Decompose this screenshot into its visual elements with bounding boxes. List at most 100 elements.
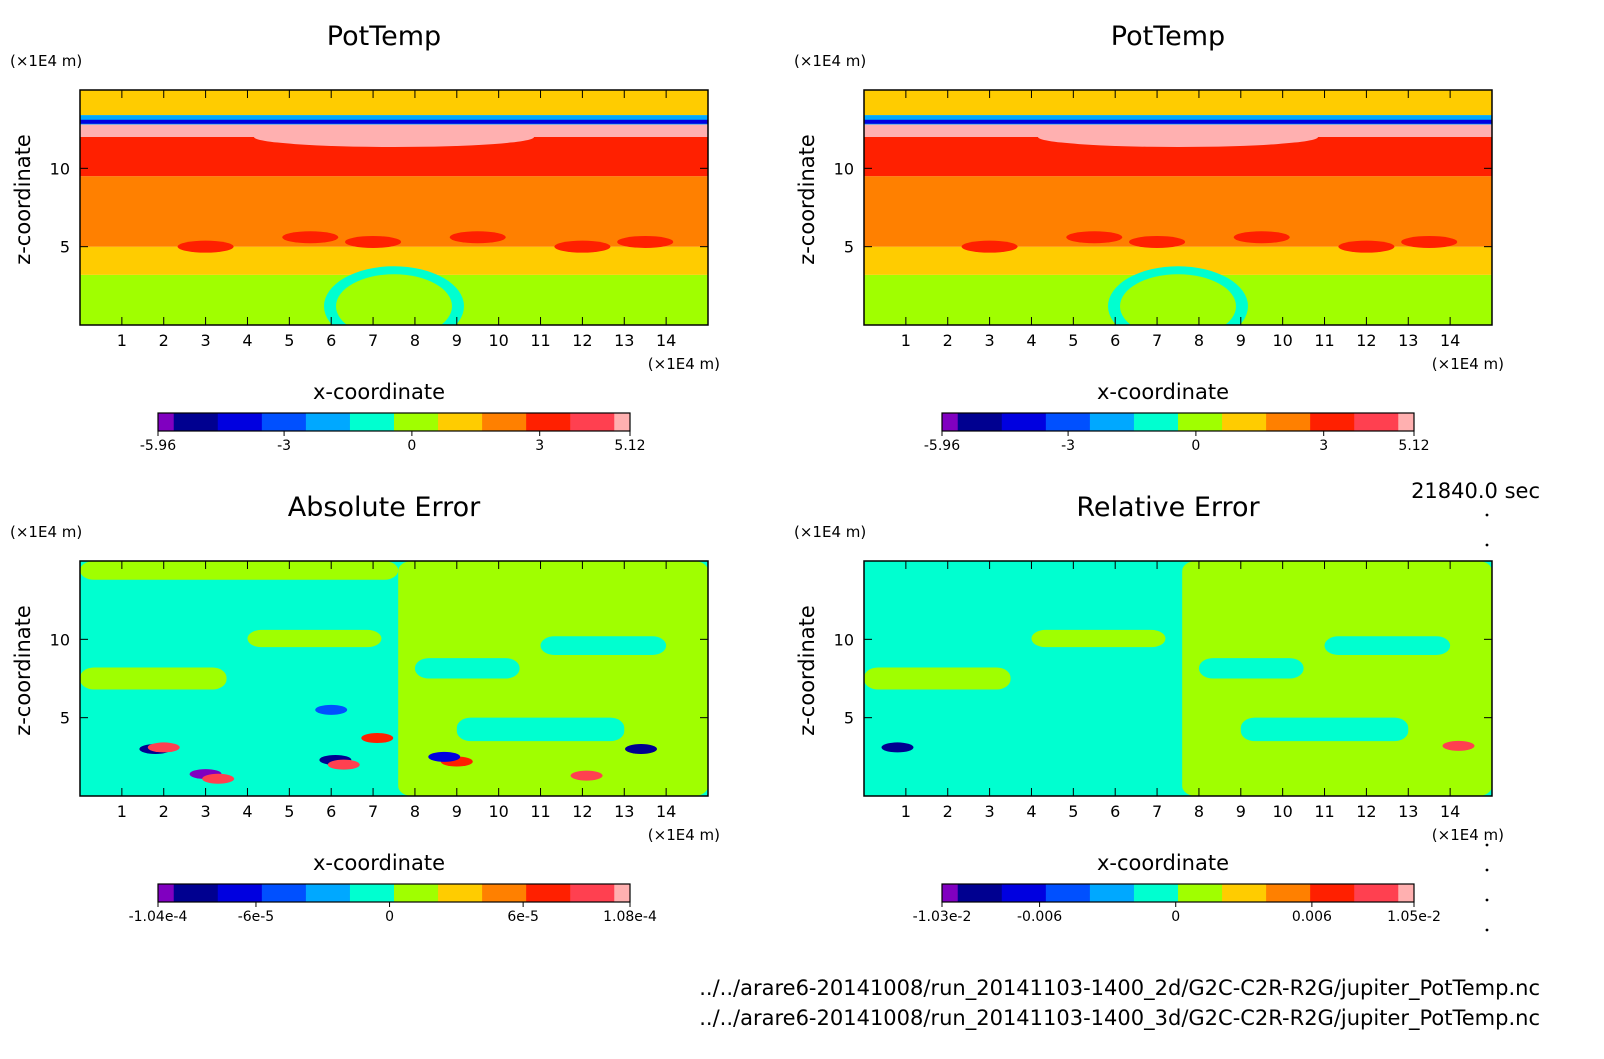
- colorbar-swatch: [482, 884, 527, 902]
- colorbar-swatch: [1310, 413, 1355, 431]
- z-unit-label: (×1E4 m): [794, 52, 866, 70]
- cold-dome-core: [336, 274, 452, 325]
- x-tick-label: 1: [901, 331, 911, 350]
- colorbar-swatch: [217, 413, 263, 431]
- warm-blob: [177, 240, 234, 253]
- x-tick-label: 13: [614, 331, 634, 350]
- x-unit-label: (×1E4 m): [648, 826, 720, 844]
- x-tick-label: 2: [159, 331, 169, 350]
- colorbar-swatch: [1398, 413, 1415, 431]
- margin-dot: [1485, 928, 1489, 932]
- colorbar-label: -3: [1061, 438, 1075, 454]
- cold-line: [80, 119, 708, 124]
- x-tick-label: 12: [1356, 331, 1376, 350]
- colorbar-swatch: [570, 884, 615, 902]
- field-band: [80, 90, 708, 116]
- x-tick-label: 11: [1314, 802, 1334, 821]
- x-tick-label: 3: [985, 331, 995, 350]
- field-region: [247, 629, 382, 648]
- x-tick-label: 5: [284, 331, 294, 350]
- colorbar-swatch: [1310, 884, 1355, 902]
- error-spot: [625, 744, 658, 754]
- x-tick-label: 9: [1236, 802, 1246, 821]
- colorbar-label: -0.006: [1017, 909, 1062, 925]
- colorbar-label: 1.05e-2: [1387, 909, 1441, 925]
- error-spot: [202, 773, 235, 784]
- x-tick-label: 4: [1026, 331, 1036, 350]
- x-tick-label: 3: [201, 802, 211, 821]
- file-path-2d: ../../arare6-20141008/run_20141103-1400_…: [699, 976, 1540, 1001]
- colorbar-swatch: [349, 413, 395, 431]
- colorbar-label: 0: [385, 909, 394, 925]
- colorbar-frame: [157, 883, 631, 903]
- warm-blob: [961, 240, 1018, 253]
- x-axis-label: x-coordinate: [313, 380, 445, 404]
- colorbar-swatch: [1266, 413, 1311, 431]
- x-axis-label: x-coordinate: [1097, 851, 1229, 875]
- error-spot: [147, 742, 180, 753]
- x-tick-label: 7: [368, 331, 378, 350]
- error-spot: [570, 770, 603, 781]
- y-tick-label: 10: [834, 630, 854, 649]
- colorbar-swatch: [1354, 884, 1399, 902]
- x-tick-label: 6: [1110, 802, 1120, 821]
- time-stamp: 21840.0 sec: [1411, 479, 1540, 503]
- margin-dot: [1485, 898, 1489, 902]
- colorbar-swatch: [173, 413, 219, 431]
- field-region: [1198, 658, 1304, 679]
- colorbar-label: -6e-5: [238, 909, 275, 925]
- colorbar-swatch: [305, 884, 351, 902]
- panel-title: PotTemp: [327, 21, 441, 52]
- x-tick-label: 3: [201, 331, 211, 350]
- error-spot: [361, 733, 394, 744]
- x-tick-label: 1: [117, 802, 127, 821]
- field-band: [864, 90, 1492, 116]
- margin-dot: [1485, 543, 1489, 547]
- plot-area: [80, 90, 708, 325]
- colorbar-label: 5.12: [614, 438, 645, 454]
- warm-core: [1038, 127, 1318, 147]
- colorbar-label: 5.12: [1398, 438, 1429, 454]
- colorbar-label: -3: [277, 438, 291, 454]
- field-region: [80, 667, 227, 690]
- x-axis-label: x-coordinate: [313, 851, 445, 875]
- x-tick-label: 10: [488, 802, 508, 821]
- y-tick-label: 10: [834, 159, 854, 178]
- z-unit-label: (×1E4 m): [10, 52, 82, 70]
- error-spot: [428, 751, 461, 762]
- colorbar-swatch: [1089, 884, 1135, 902]
- plot-area: [80, 561, 708, 796]
- x-tick-label: 7: [1152, 802, 1162, 821]
- x-tick-label: 8: [1194, 802, 1204, 821]
- y-tick-label: 5: [844, 709, 854, 728]
- colorbar-label: 3: [1319, 438, 1328, 454]
- colorbar-swatch: [1222, 884, 1267, 902]
- colorbar-label: 6e-5: [507, 909, 538, 925]
- colorbar-swatch: [349, 884, 395, 902]
- x-unit-label: (×1E4 m): [648, 355, 720, 373]
- y-axis-label: z-coordinate: [795, 134, 819, 265]
- colorbar-label: 0: [1171, 909, 1180, 925]
- colorbar-swatch: [158, 413, 175, 431]
- x-tick-label: 13: [1398, 802, 1418, 821]
- colorbar-label: 0: [407, 438, 416, 454]
- x-tick-label: 9: [1236, 331, 1246, 350]
- x-tick-label: 10: [488, 331, 508, 350]
- colorbar-label: 0: [1191, 438, 1200, 454]
- y-axis-label: z-coordinate: [11, 605, 35, 736]
- x-tick-label: 1: [901, 802, 911, 821]
- plot-frame: [79, 560, 709, 797]
- x-tick-label: 7: [1152, 331, 1162, 350]
- cold-dome-core: [1120, 274, 1236, 325]
- x-tick-label: 5: [284, 802, 294, 821]
- warm-blob: [1066, 231, 1123, 244]
- warm-blob: [1338, 240, 1395, 253]
- x-tick-label: 8: [1194, 331, 1204, 350]
- colorbar-swatch: [614, 413, 631, 431]
- field-region: [456, 717, 625, 742]
